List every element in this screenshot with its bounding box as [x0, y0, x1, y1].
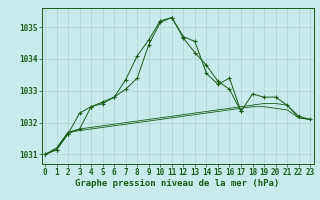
X-axis label: Graphe pression niveau de la mer (hPa): Graphe pression niveau de la mer (hPa)	[76, 179, 280, 188]
